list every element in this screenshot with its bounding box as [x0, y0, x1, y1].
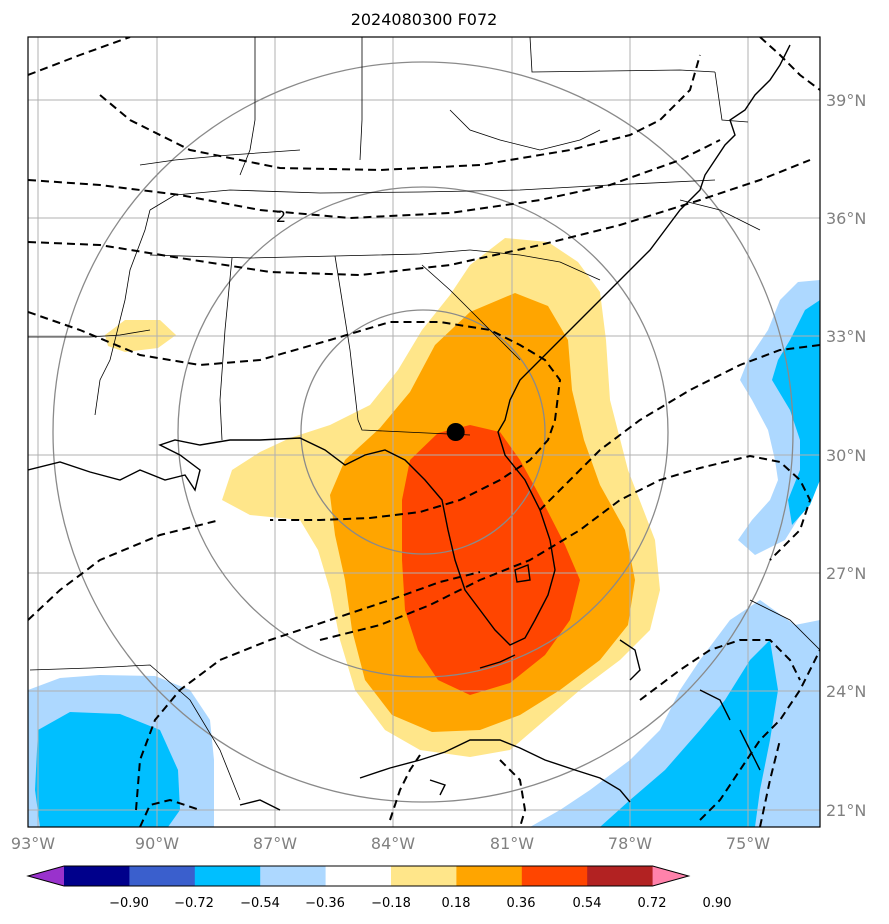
colorbar-tick-label: −0.72 — [174, 896, 214, 911]
colorbar-segment — [325, 866, 392, 886]
x-tick-label: 81°W — [490, 834, 534, 853]
colorbar-segment — [64, 866, 130, 886]
colorbar-outline — [26, 865, 691, 887]
contour-fill-neg-0.36-east — [772, 300, 820, 525]
colorbar-segment — [129, 866, 196, 886]
map-frame — [27, 36, 821, 828]
x-tick-label: 84°W — [371, 834, 415, 853]
x-tick-label: 90°W — [135, 834, 179, 853]
x-tick-label: 93°W — [11, 834, 55, 853]
state-borders — [28, 37, 820, 801]
x-tick-label: 75°W — [726, 834, 770, 853]
colorbar-segment — [652, 866, 689, 886]
colorbar-tick-label: −0.36 — [305, 896, 345, 911]
dashed-isolines — [28, 37, 820, 827]
x-tick-labels: 93°W 90°W 87°W 84°W 81°W 78°W 75°W — [11, 834, 770, 853]
range-rings — [52, 61, 794, 803]
y-tick-label: 21°N — [826, 801, 866, 820]
colorbar-tick-label: −0.18 — [371, 896, 411, 911]
colorbar-tick-label: −0.54 — [240, 896, 280, 911]
y-tick-label: 36°N — [826, 209, 866, 228]
x-tick-label: 78°W — [608, 834, 652, 853]
colorbar — [26, 865, 691, 887]
x-tick-label: 87°W — [253, 834, 297, 853]
grid-lines — [28, 37, 820, 827]
y-tick-label: 30°N — [826, 446, 866, 465]
colorbar-segment — [260, 866, 327, 886]
colorbar-segment — [391, 866, 457, 886]
colorbar-tick-label: 0.72 — [638, 896, 667, 911]
colorbar-tick-label: 0.18 — [442, 896, 471, 911]
y-tick-label: 27°N — [826, 564, 866, 583]
colorbar-segment — [194, 866, 261, 886]
colorbar-segment — [28, 866, 64, 886]
colorbar-tick-label: 0.54 — [573, 896, 602, 911]
coastlines — [28, 44, 791, 811]
y-tick-label: 33°N — [826, 327, 866, 346]
colorbar-segment — [456, 866, 523, 886]
contour-value-label: 2 — [276, 207, 286, 226]
colorbar-segment — [587, 866, 654, 886]
map-plot-area: 2 — [28, 37, 820, 827]
storm-center-marker — [446, 423, 465, 441]
colorbar-tick-label: 0.36 — [507, 896, 536, 911]
y-tick-label: 39°N — [826, 91, 866, 110]
colorbar-tick-labels: −0.90 −0.72 −0.54 −0.36 −0.18 0.18 0.36 … — [109, 896, 731, 911]
contour-fill-neg-0.36-sw — [35, 712, 180, 827]
colorbar-tick-label: 0.90 — [703, 896, 732, 911]
y-tick-labels: 39°N 36°N 33°N 30°N 27°N 24°N 21°N — [826, 91, 866, 820]
colorbar-segment — [521, 866, 588, 886]
contour-fill-0.54 — [402, 425, 580, 695]
colorbar-tick-label: −0.90 — [109, 896, 149, 911]
y-tick-label: 24°N — [826, 682, 866, 701]
chart-title: 2024080300 F072 — [351, 10, 498, 29]
